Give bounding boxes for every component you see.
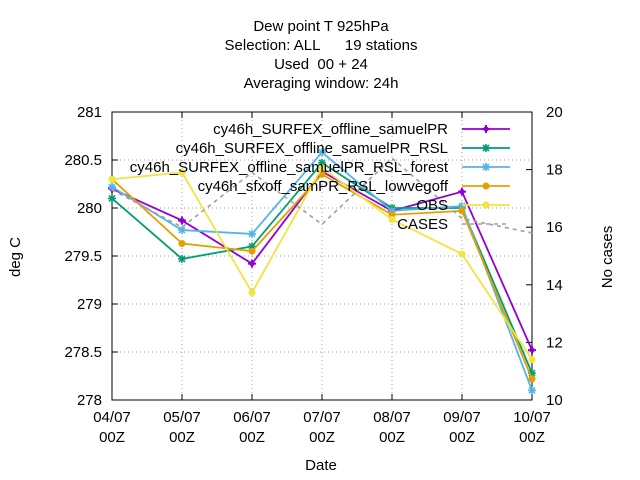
data-point [248,242,256,251]
legend: cy46h_SURFEX_offline_samuelPR cy46h_SURFE… [130,121,510,233]
data-point [482,182,490,190]
legend-entry: CASES [397,216,510,233]
data-point [458,207,466,215]
y2-tick-label: 16 [546,219,563,236]
data-point [108,175,116,183]
data-point [388,216,396,224]
data-point [318,164,326,172]
legend-label: CASES [397,216,448,233]
data-point [529,347,535,353]
legend-label: cy46h_SURFEX_offline_samuelPR [213,121,448,138]
data-point [318,158,326,167]
data-point [248,229,256,238]
series-cy46h-surfex-offline-samuelpr-rsl-forest [108,148,536,395]
legend-entry: cy46h_sfxoff_samPR_RSL_lowvegoff [198,178,510,195]
x-tick-label: 04/07 [93,409,131,426]
data-point [318,170,326,178]
data-point [459,189,465,195]
data-point [388,206,396,215]
y-tick-label: 279 [77,296,102,313]
y-tick-label: 279.5 [64,248,102,265]
data-point [483,126,489,132]
series-obs [108,164,536,364]
data-point [482,144,490,152]
x-tick-label: 09/07 [443,409,481,426]
title-line: Averaging window: 24h [244,75,399,92]
legend-label: cy46h_SURFEX_offline_samuelPR_RSL_forest [130,159,449,176]
data-point [458,202,466,211]
data-point [318,148,326,157]
legend-label: OBS [416,197,448,214]
data-point [528,369,536,378]
data-point [248,288,256,296]
y2-tick-label: 10 [546,392,563,409]
data-point [388,211,396,219]
x-tick-label: 00Z [239,429,265,446]
y-tick-label: 278.5 [64,344,102,361]
data-point [178,254,186,263]
x-tick-label: 00Z [449,429,475,446]
data-point [458,250,466,258]
x-tick-label: 08/07 [373,409,411,426]
x-tick-label: 00Z [309,429,335,446]
data-point [248,247,256,255]
x-tick-label: 06/07 [233,409,271,426]
data-point [528,386,536,395]
legend-entry: OBS [416,197,510,214]
legend-label: cy46h_SURFEX_offline_samuelPR_RSL [176,140,448,157]
data-point [178,168,186,176]
series [108,148,536,395]
y2-tick-label: 12 [546,334,563,351]
y2-tick-label: 14 [546,277,563,294]
data-point [178,240,186,248]
data-point [482,163,490,171]
x-tick-label: 10/07 [513,409,551,426]
chart-title: Dew point T 925hPa Selection: ALL 19 stat… [225,18,418,92]
x-tick-label: 07/07 [303,409,341,426]
data-point [528,375,536,383]
data-point [528,356,536,364]
x-tick-label: 00Z [99,429,125,446]
data-point [108,182,116,191]
y-tick-label: 280.5 [64,152,102,169]
x-tick-label: 00Z [519,429,545,446]
data-point [482,201,490,209]
data-point [179,217,185,224]
data-point [108,194,116,203]
y-tick-label: 280 [77,200,102,217]
y2-tick-label: 20 [546,104,563,121]
title-line: Dew point T 925hPa [253,18,389,35]
y-tick-label: 281 [77,104,102,121]
y2-tick-label: 18 [546,162,563,179]
y-tick-label: 278 [77,392,102,409]
y2-axis-label: No cases [599,226,616,289]
x-axis-label: Date [305,457,337,474]
legend-entry: cy46h_SURFEX_offline_samuelPR_RSL [176,140,510,157]
x-tick-label: 00Z [169,429,195,446]
y-axis-label: deg C [7,237,24,277]
legend-entry: cy46h_SURFEX_offline_samuelPR_RSL_forest [130,159,510,176]
data-point [249,261,255,267]
title-line: Used 00 + 24 [274,56,368,73]
axes: 278 278.5 279 279.5 280 280.5 281 10 12 14 16 18 20 0… [64,104,562,446]
data-point [178,226,186,235]
x-tick-label: 00Z [379,429,405,446]
legend-label: cy46h_sfxoff_samPR_RSL_lowvegoff [198,178,449,195]
legend-entry: cy46h_SURFEX_offline_samuelPR [213,121,510,138]
x-tick-label: 05/07 [163,409,201,426]
title-line: Selection: ALL 19 stations [225,37,418,54]
